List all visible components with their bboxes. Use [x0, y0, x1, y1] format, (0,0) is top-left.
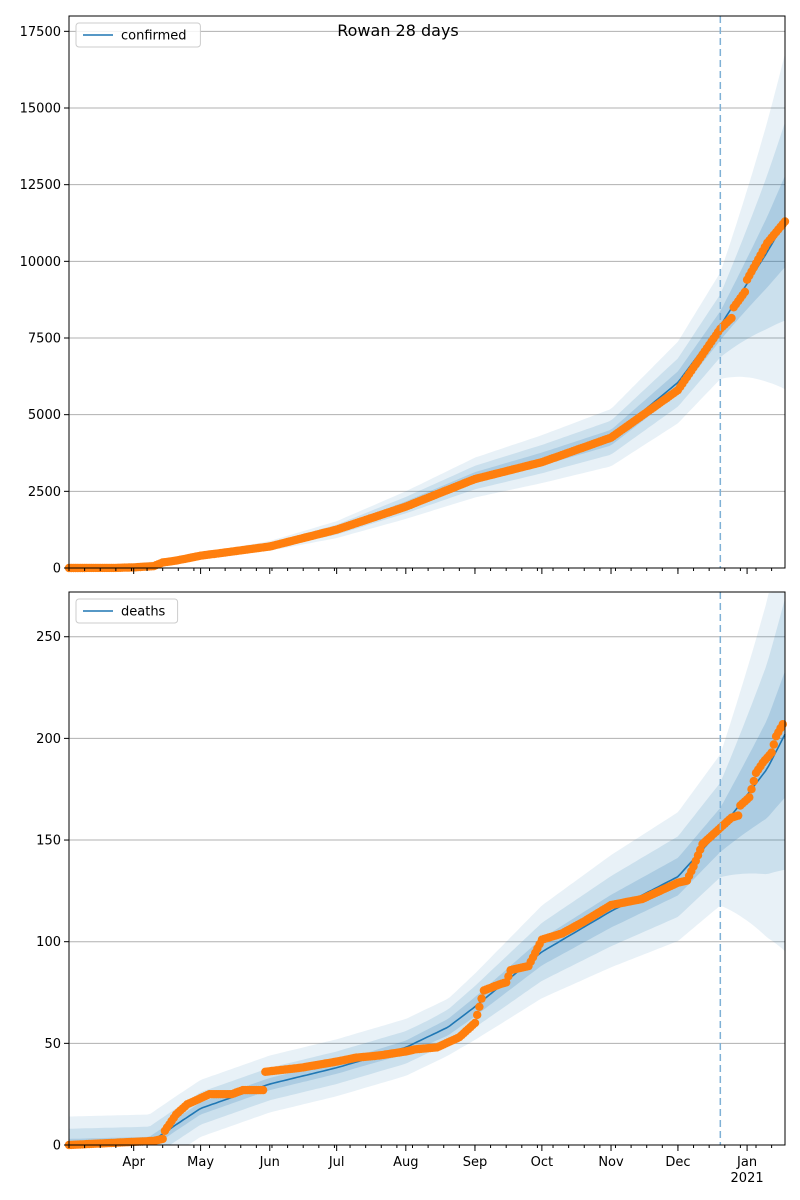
x-tick-label: Jan [736, 1155, 757, 1170]
legend: confirmed [75, 22, 201, 48]
x-tick-label: Jun [259, 1155, 280, 1170]
y-tick-label: 17500 [20, 25, 61, 40]
uncertainty-band [69, 671, 785, 1145]
y-tick-label: 5000 [28, 408, 61, 423]
legend-label: deaths [121, 605, 166, 620]
model-median-line [68, 733, 786, 1146]
legend-box [75, 22, 201, 48]
axes-frame [68, 591, 786, 1146]
observed-point [769, 740, 778, 749]
x-tick-label: Aug [393, 1155, 418, 1170]
observed-point [470, 1018, 480, 1028]
figure-title: Rowan 28 days [337, 21, 459, 40]
observed-point [158, 1134, 167, 1144]
y-tick-label: 12500 [20, 178, 61, 193]
y-tick-label: 0 [53, 1139, 61, 1154]
legend-label: confirmed [121, 29, 187, 44]
observed-point [258, 1085, 268, 1095]
uncertainty-band [69, 598, 785, 1145]
observed-point [747, 785, 756, 794]
y-tick-label: 100 [36, 935, 61, 950]
observed-point [778, 720, 787, 729]
x-tick-label: Dec [665, 1155, 690, 1170]
x-tick-label: Jul [328, 1155, 345, 1170]
x-tick-label: May [187, 1155, 214, 1170]
observed-point [477, 994, 486, 1003]
axes-frame [68, 15, 786, 569]
y-tick-label: 150 [36, 834, 61, 849]
x-tick-label: Oct [531, 1155, 553, 1170]
legend-box [75, 598, 179, 624]
observed-point [727, 313, 736, 323]
y-tick-label: 0 [53, 562, 61, 577]
observed-point [473, 1010, 482, 1020]
x-tick-label: Sep [463, 1155, 488, 1170]
y-tick-label: 15000 [20, 102, 61, 117]
y-tick-label: 50 [44, 1037, 61, 1052]
y-tick-label: 10000 [20, 255, 61, 270]
observed-point [745, 793, 754, 802]
y-tick-label: 250 [36, 630, 61, 645]
y-tick-label: 7500 [28, 332, 61, 347]
x-tick-label: Apr [122, 1155, 145, 1170]
legend: deaths [75, 598, 179, 624]
observed-point [475, 1002, 484, 1011]
observed-point [740, 287, 750, 297]
observed-point [749, 776, 758, 786]
y-tick-label: 200 [36, 732, 61, 747]
y-tick-label: 2500 [28, 485, 61, 500]
x-tick-label: Nov [598, 1155, 624, 1170]
observed-point [734, 811, 743, 820]
observed-point [767, 748, 776, 757]
x-year-label: 2021 [731, 1171, 764, 1186]
uncertainty-band [69, 592, 785, 1145]
chart-panel-deaths: 0 50 100 150 200 250 Apr May Jun Jul Aug Sep Oct Nov D… [36, 591, 787, 1186]
chart-panel-confirmed: 0 2500 5000 7500 10000 12500 15000 17500 confirm… [20, 15, 790, 577]
